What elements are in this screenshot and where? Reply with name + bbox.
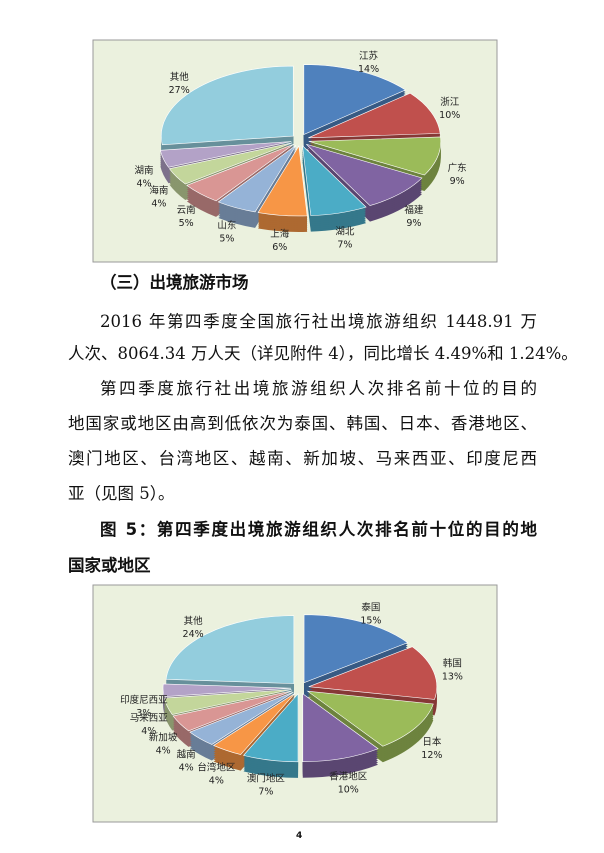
slice-value-label: 10% [338, 784, 359, 795]
slice-label: 其他 [170, 71, 190, 83]
slice-value-label: 5% [179, 218, 194, 229]
slice-value-label: 15% [360, 616, 381, 627]
slice-value-label: 4% [156, 745, 171, 756]
slice [186, 143, 294, 202]
text-line: 澳门地区、台湾地区、越南、新加坡、马来西亚、印度尼西 [68, 449, 537, 468]
slice [168, 142, 293, 185]
slice [172, 690, 293, 732]
slice [302, 144, 367, 216]
slice-value-label: 9% [406, 218, 421, 229]
slice-label: 马来西亚 [130, 713, 169, 724]
caption-line: 图 5：第四季度出境旅游组织人次排名前十位的目的地 [100, 520, 537, 539]
slice-value-label: 4% [209, 776, 224, 787]
heading: （三）出境旅游市场 [100, 273, 249, 292]
slice [257, 145, 308, 217]
slice-label: 福建 [404, 204, 424, 216]
slice-label: 湖北 [335, 227, 355, 238]
slice-label: 越南 [177, 748, 196, 760]
slice [159, 141, 292, 168]
slice-value-label: 4% [179, 762, 194, 773]
slice-label: 韩国 [443, 657, 462, 669]
slice [163, 689, 292, 715]
page-number: 4 [296, 831, 303, 841]
slice [189, 691, 294, 745]
slice-value-label: 9% [450, 176, 465, 187]
slice-label: 浙江 [440, 96, 460, 108]
slice-value-label: 24% [183, 629, 204, 640]
caption-line: 国家或地区 [68, 556, 151, 575]
slice [217, 145, 297, 213]
text-line: 第四季度旅行社出境旅游组织人次排名前十位的目的 [100, 379, 537, 398]
slice-label: 山东 [217, 220, 236, 232]
slice-value-label: 14% [358, 64, 379, 75]
slice-label: 印度尼西亚 [120, 694, 168, 706]
slice-value-label: 27% [169, 85, 190, 96]
slice-value-label: 4% [136, 179, 151, 190]
slice [162, 683, 292, 698]
text-line: 人次、8064.34 万人天（详见附件 4），同比增长 4.49%和 1.24%… [68, 344, 578, 363]
text-line: 亚（见图 5）。 [68, 484, 175, 503]
slice-label: 新加坡 [149, 731, 178, 743]
slice-label: 云南 [177, 204, 196, 216]
slice-label: 日本 [422, 736, 442, 748]
text-line: 地国家或地区由高到低依次为泰国、韩国、日本、香港地区、 [68, 414, 537, 433]
slice-label: 江苏 [359, 50, 379, 62]
slice [306, 143, 423, 206]
slice-label: 泰国 [361, 602, 380, 614]
slice-label: 其他 [184, 615, 204, 627]
slice-label: 湖南 [135, 165, 154, 177]
slice [165, 615, 295, 684]
slice-label: 台湾地区 [197, 762, 236, 774]
slice-value-label: 4% [151, 199, 166, 210]
slice-label: 上海 [270, 228, 290, 240]
slice [308, 646, 438, 700]
slice-value-label: 3% [136, 708, 151, 719]
slice [306, 690, 434, 747]
slice-value-label: 12% [421, 750, 442, 761]
slice-label: 香港地区 [329, 770, 368, 782]
slice-value-label: 6% [272, 242, 287, 253]
slice [302, 693, 379, 763]
slice-label: 澳门地区 [247, 772, 286, 784]
slice-value-label: 7% [258, 786, 273, 797]
slice-value-label: 4% [141, 726, 156, 737]
slice-value-label: 5% [219, 234, 234, 245]
slice-label: 广东 [448, 162, 467, 174]
text-line: 2016 年第四季度全国旅行社出境旅游组织 1448.91 万 [100, 312, 537, 331]
slice-value-label: 7% [337, 240, 352, 251]
slice [212, 692, 296, 755]
slice [303, 614, 409, 684]
slice [160, 65, 294, 146]
slice-value-label: 10% [439, 110, 460, 121]
slice [242, 693, 299, 763]
slice-value-label: 13% [442, 671, 463, 682]
slice [308, 136, 442, 176]
slice-label: 海南 [149, 185, 168, 197]
slice [303, 64, 407, 136]
slice [308, 92, 441, 139]
